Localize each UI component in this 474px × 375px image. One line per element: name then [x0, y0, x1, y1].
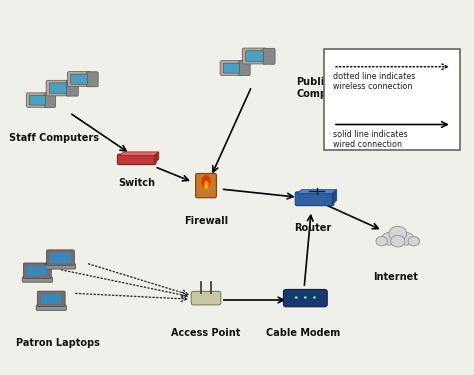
- FancyBboxPatch shape: [46, 80, 70, 96]
- FancyBboxPatch shape: [49, 83, 67, 93]
- FancyBboxPatch shape: [45, 93, 55, 107]
- Text: solid line indicates
wired connection: solid line indicates wired connection: [333, 130, 408, 149]
- FancyBboxPatch shape: [196, 174, 217, 198]
- FancyBboxPatch shape: [36, 305, 66, 310]
- Polygon shape: [297, 190, 337, 194]
- Polygon shape: [119, 152, 159, 156]
- Text: Cable Modem: Cable Modem: [266, 328, 340, 338]
- Ellipse shape: [201, 175, 210, 188]
- FancyBboxPatch shape: [41, 294, 61, 304]
- FancyBboxPatch shape: [23, 263, 51, 278]
- Polygon shape: [154, 152, 159, 163]
- Circle shape: [391, 236, 405, 247]
- Text: Patron Laptops: Patron Laptops: [16, 338, 100, 348]
- Text: Public
Computers: Public Computers: [296, 77, 356, 99]
- FancyBboxPatch shape: [50, 253, 71, 262]
- FancyBboxPatch shape: [37, 291, 65, 306]
- FancyBboxPatch shape: [223, 63, 239, 73]
- Text: Firewall: Firewall: [184, 216, 228, 226]
- Text: Switch: Switch: [118, 178, 155, 188]
- Polygon shape: [332, 190, 337, 204]
- FancyBboxPatch shape: [118, 154, 156, 165]
- Text: Router: Router: [294, 223, 331, 233]
- Circle shape: [376, 237, 387, 246]
- FancyBboxPatch shape: [26, 93, 48, 107]
- FancyBboxPatch shape: [46, 264, 75, 269]
- FancyBboxPatch shape: [283, 290, 327, 307]
- Circle shape: [304, 296, 307, 299]
- FancyBboxPatch shape: [67, 72, 91, 87]
- FancyBboxPatch shape: [242, 48, 267, 64]
- FancyBboxPatch shape: [263, 48, 275, 64]
- Circle shape: [313, 296, 316, 299]
- FancyBboxPatch shape: [46, 250, 74, 265]
- Circle shape: [399, 232, 414, 245]
- Text: Access Point: Access Point: [171, 328, 241, 338]
- FancyBboxPatch shape: [295, 192, 334, 206]
- FancyBboxPatch shape: [191, 291, 221, 305]
- Ellipse shape: [204, 181, 209, 189]
- Text: Internet: Internet: [373, 272, 418, 282]
- FancyBboxPatch shape: [246, 51, 264, 62]
- FancyBboxPatch shape: [239, 61, 250, 75]
- FancyBboxPatch shape: [87, 72, 98, 87]
- Text: dotted line indicates
wireless connection: dotted line indicates wireless connectio…: [333, 72, 415, 92]
- FancyBboxPatch shape: [376, 238, 419, 245]
- FancyBboxPatch shape: [22, 277, 53, 282]
- Ellipse shape: [205, 184, 207, 189]
- Circle shape: [389, 226, 407, 241]
- FancyBboxPatch shape: [27, 266, 47, 276]
- FancyBboxPatch shape: [220, 61, 243, 75]
- Text: Staff Computers: Staff Computers: [9, 133, 99, 143]
- Circle shape: [295, 296, 298, 299]
- Circle shape: [408, 237, 419, 246]
- FancyBboxPatch shape: [29, 95, 46, 105]
- FancyBboxPatch shape: [66, 81, 78, 96]
- FancyBboxPatch shape: [71, 74, 87, 84]
- FancyBboxPatch shape: [324, 49, 460, 150]
- Circle shape: [382, 232, 397, 245]
